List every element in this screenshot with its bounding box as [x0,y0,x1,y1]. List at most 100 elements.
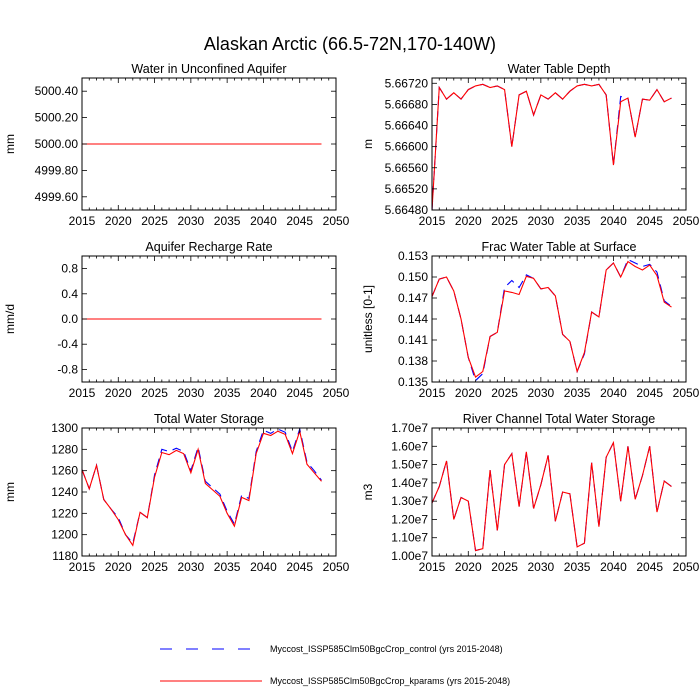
y-tick-label: 5.66600 [385,140,429,154]
series-group [432,83,672,210]
plot-frame [431,427,687,557]
y-tick-label: 1240 [51,485,78,499]
y-tick-label: 4999.60 [35,190,79,204]
x-tick-label: 2045 [286,214,313,228]
chart-panel-3: Aquifer Recharge Rate mm/d 2015 2020 2025 203… [3,240,350,400]
chart-panel-1: Water in Unconfined Aquifer mm 2015 2020 202… [3,62,350,228]
x-tick-label: 2045 [636,386,663,400]
y-tick-label: 5.66480 [385,203,429,217]
x-tick-label: 2020 [105,560,132,574]
series-group [432,258,672,382]
x-tick-label: 2025 [141,214,168,228]
y-tick-label: 1.50e7 [391,458,428,472]
x-tick-label: 2020 [455,560,482,574]
x-tick-label: 2030 [178,386,205,400]
series-group [432,440,672,552]
x-tick-label: 2015 [69,214,96,228]
y-tick-label: 1180 [52,549,78,563]
legend: Myccost_ISSP585Clm50BgcCrop_control (yrs… [160,644,510,686]
y-tick-label: 1220 [51,506,78,520]
y-tick-label: 0.147 [398,291,428,305]
y-tick-label: 1.10e7 [391,531,428,545]
chart-panel-5: Total Water Storage mm 2015 2020 2025 2030 203… [3,412,350,574]
y-tick-label: 1280 [51,442,78,456]
x-tick-label: 2030 [178,214,205,228]
y-axis-label: m3 [361,483,375,500]
y-tick-label: 5.66560 [385,161,429,175]
panels: Water in Unconfined Aquifer mm 2015 2020 202… [3,62,700,574]
x-tick-label: 2035 [564,560,591,574]
y-tick-label: 1.30e7 [391,494,428,508]
x-tick-label: 2045 [636,214,663,228]
y-tick-label: 1.70e7 [391,421,428,435]
x-tick-label: 2050 [323,560,350,574]
series-group [82,428,322,547]
x-tick-label: 2040 [250,560,277,574]
x-tick-label: 2025 [491,214,518,228]
x-tick-label: 2025 [491,560,518,574]
y-tick-label: 0.8 [61,262,78,276]
x-tick-label: 2040 [600,386,627,400]
series-line-control [432,258,672,382]
x-tick-label: 2050 [673,386,700,400]
x-tick-label: 2040 [250,386,277,400]
series-line-control [432,83,672,210]
x-tick-label: 2030 [178,560,205,574]
y-tick-label: 5.66720 [385,76,429,90]
series-line-kparams [432,440,672,552]
y-tick-label: 5.66520 [385,182,429,196]
y-tick-label: 0.0 [61,312,78,326]
y-tick-label: 0.153 [398,249,428,263]
y-tick-label: 1.00e7 [391,549,428,563]
x-tick-label: 2015 [69,560,96,574]
y-tick-label: 0.141 [398,333,428,347]
y-axis-label: mm [3,134,17,154]
y-tick-label: 5.66640 [385,119,429,133]
legend-label-control: Myccost_ISSP585Clm50BgcCrop_control (yrs… [270,644,503,654]
plot-frame [81,427,337,557]
y-axis-label: mm [3,482,17,502]
panel-title: River Channel Total Water Storage [463,412,656,426]
x-tick-label: 2015 [69,386,96,400]
y-axis-label: unitless [0-1] [361,285,375,353]
x-tick-label: 2020 [455,214,482,228]
x-tick-label: 2045 [636,560,663,574]
x-tick-label: 2040 [250,214,277,228]
series-line-kparams [432,83,672,210]
y-tick-label: 1200 [51,528,78,542]
x-tick-label: 2035 [214,214,241,228]
y-tick-label: 4999.80 [35,163,79,177]
x-tick-label: 2025 [491,386,518,400]
x-tick-label: 2015 [419,386,446,400]
panel-title: Total Water Storage [154,412,264,426]
x-tick-label: 2015 [419,214,446,228]
panel-title: Water in Unconfined Aquifer [131,62,286,76]
x-tick-label: 2030 [528,560,555,574]
x-tick-label: 2020 [105,214,132,228]
x-tick-label: 2035 [214,386,241,400]
plot-frame [431,77,687,211]
x-tick-label: 2040 [600,560,627,574]
x-tick-label: 2030 [528,214,555,228]
y-tick-label: 5.66680 [385,97,429,111]
y-tick-label: 0.135 [398,375,428,389]
y-tick-label: 0.4 [61,287,78,301]
y-tick-label: 1.40e7 [391,476,428,490]
y-tick-label: 5000.20 [35,111,79,125]
x-tick-label: 2025 [141,560,168,574]
x-tick-label: 2050 [323,214,350,228]
panel-title: Frac Water Table at Surface [482,240,637,254]
chart-panel-2: Water Table Depth m 2015 2020 2025 2030 2035 20… [361,62,700,228]
y-tick-label: 5000.40 [35,84,79,98]
x-tick-label: 2045 [286,386,313,400]
y-tick-label: 0.138 [398,354,428,368]
y-tick-label: -0.4 [57,337,78,351]
y-tick-label: 1.60e7 [391,439,428,453]
y-tick-label: 1260 [51,464,78,478]
y-tick-label: 5000.00 [35,137,79,151]
y-axis-label: mm/d [3,304,17,334]
x-tick-label: 2050 [323,386,350,400]
x-tick-label: 2035 [564,214,591,228]
y-tick-label: 1.20e7 [391,512,428,526]
